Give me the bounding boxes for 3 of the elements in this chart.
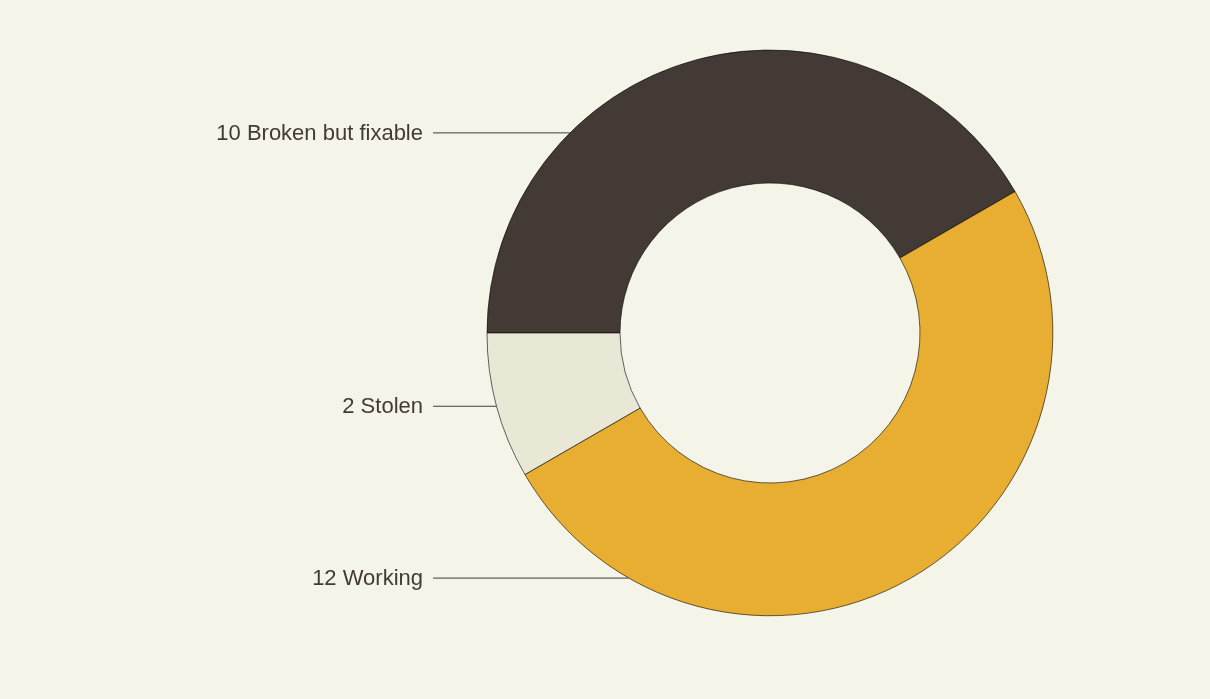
- slice-label: 12 Working: [312, 565, 423, 591]
- slice-label: 2 Stolen: [342, 393, 423, 419]
- slice-label: 10 Broken but fixable: [216, 119, 423, 145]
